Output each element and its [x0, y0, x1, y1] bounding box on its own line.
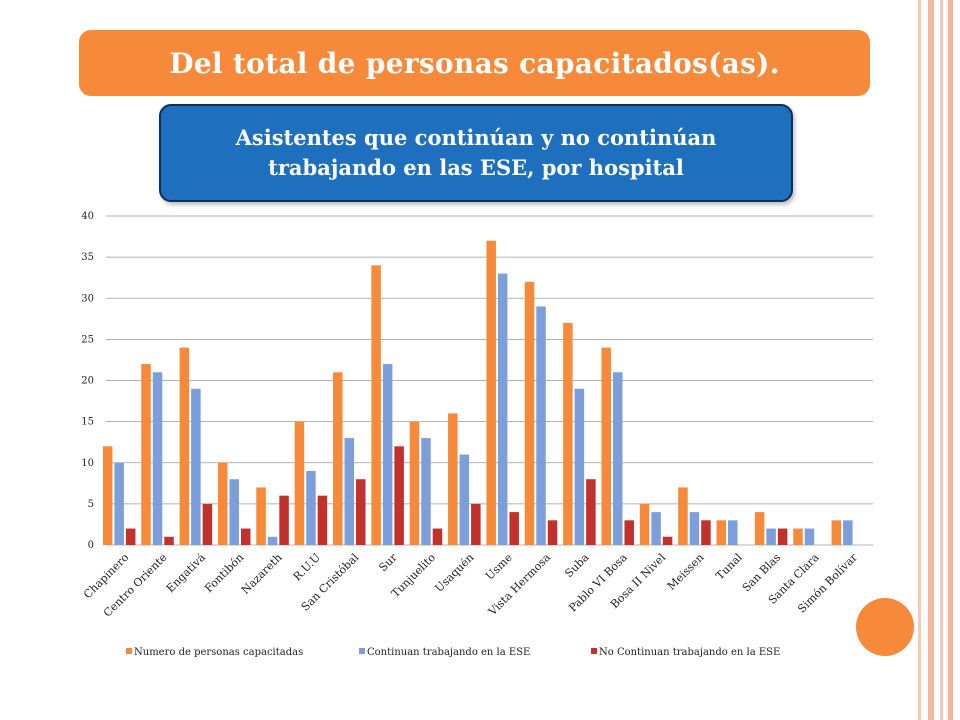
bar	[279, 495, 289, 545]
bar	[804, 528, 815, 545]
x-tick-label: Suba	[562, 551, 591, 580]
x-tick-label: Usaquén	[432, 551, 476, 595]
bar	[586, 479, 596, 545]
bar	[639, 503, 650, 545]
bar	[256, 487, 266, 545]
bar	[229, 479, 239, 545]
bar	[356, 479, 366, 545]
legend-swatch	[359, 648, 365, 654]
bar	[240, 528, 251, 545]
bar	[624, 520, 634, 545]
slide-title: Del total de personas capacitados(as).	[169, 46, 780, 80]
bar	[662, 536, 673, 545]
bar	[716, 520, 727, 545]
legend-swatch	[591, 648, 597, 654]
bar	[382, 364, 393, 545]
bar	[651, 512, 661, 545]
bar	[509, 512, 519, 545]
bar	[191, 388, 201, 545]
y-tick-label: 10	[81, 458, 94, 469]
bar	[678, 487, 688, 545]
y-tick-label: 25	[81, 334, 94, 345]
bar	[371, 265, 381, 545]
x-tick-label: Usme	[483, 551, 515, 583]
bar	[409, 421, 420, 545]
bar	[793, 528, 803, 545]
bar	[164, 536, 174, 545]
bar	[179, 347, 190, 545]
bar	[141, 364, 151, 545]
bar	[574, 388, 585, 545]
bar	[152, 372, 163, 545]
decor-stripe	[918, 0, 921, 720]
y-tick-label: 35	[81, 252, 94, 263]
bar	[294, 421, 305, 545]
bar	[563, 322, 573, 545]
bar	[421, 438, 431, 545]
x-tick-label: R.U.U	[291, 551, 323, 583]
bar	[394, 446, 404, 545]
bar	[701, 520, 711, 545]
bar	[601, 347, 611, 545]
legend-label: Continuan trabajando en la ESE	[367, 647, 530, 658]
x-tick-label: Sur	[376, 550, 400, 574]
x-tick-label: Meissen	[665, 551, 707, 593]
bar	[125, 528, 136, 545]
bar	[448, 413, 458, 545]
bar	[432, 528, 443, 545]
bar	[217, 462, 228, 545]
bar	[344, 438, 355, 545]
legend-label: Numero de personas capacitadas	[134, 647, 303, 658]
bar	[547, 520, 558, 545]
bar	[102, 446, 113, 545]
x-tick-label: Nazareth	[239, 551, 285, 597]
x-tick-label: Engativá	[164, 551, 208, 595]
chart-title: Asistentes que continúan y no continúan …	[235, 125, 717, 180]
bar	[333, 372, 343, 545]
bar	[497, 273, 508, 545]
y-tick-label: 0	[88, 540, 94, 551]
bar	[831, 520, 842, 545]
y-tick-label: 20	[81, 376, 94, 387]
bar	[306, 470, 316, 545]
chart-title-box: Asistentes que continúan y no continúan …	[159, 104, 793, 202]
y-tick-label: 40	[81, 211, 94, 222]
slide-title-banner: Del total de personas capacitados(as).	[79, 30, 870, 96]
legend-swatch	[126, 648, 132, 654]
bar	[843, 520, 853, 545]
bar	[536, 306, 546, 545]
bar	[689, 512, 700, 545]
bar	[471, 503, 481, 545]
y-tick-label: 5	[88, 499, 94, 510]
bar	[777, 528, 788, 545]
y-tick-label: 30	[81, 293, 94, 304]
bar	[766, 528, 776, 545]
bar	[267, 536, 278, 545]
decor-stripe	[940, 0, 943, 720]
bar	[728, 520, 738, 545]
bar	[524, 281, 535, 545]
y-tick-label: 15	[81, 417, 94, 428]
bar	[459, 454, 470, 545]
bar	[612, 372, 623, 545]
bar	[754, 512, 765, 545]
bar	[486, 240, 496, 546]
bar	[202, 503, 213, 545]
legend-label: No Continuan trabajando en la ESE	[599, 647, 780, 658]
x-tick-label: Tunal	[713, 551, 745, 583]
decor-circle	[856, 598, 914, 656]
decor-stripe	[928, 0, 934, 720]
bar	[114, 462, 124, 545]
decor-stripe	[948, 0, 953, 720]
bar	[317, 495, 328, 545]
